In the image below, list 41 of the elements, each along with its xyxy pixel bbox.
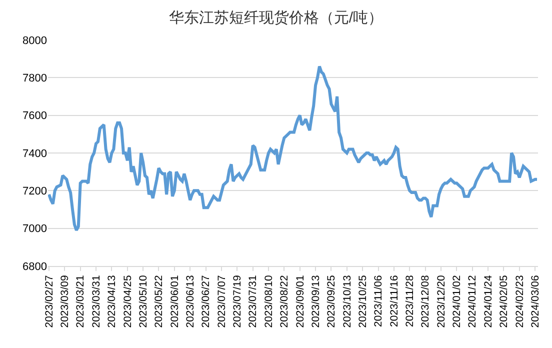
- x-tick-label: 2023/08/10: [262, 275, 275, 328]
- x-tick-label: 2023/10/25: [356, 275, 369, 328]
- y-tick-label: 8000: [22, 34, 47, 47]
- line-series: [48, 64, 538, 232]
- x-tick-label: 2024/01/24: [482, 275, 494, 328]
- y-tick-label: 7200: [22, 186, 47, 198]
- x-tick-label: 2023/09/25: [326, 275, 338, 328]
- x-tick-label: 2023/12/08: [420, 275, 432, 328]
- x-tick-label: 2023/09/01: [294, 275, 306, 328]
- y-tick-label: 6800: [22, 260, 47, 273]
- x-tick-label: 2023/06/13: [184, 275, 197, 328]
- x-tick-label: 2024/02/23: [514, 275, 526, 328]
- x-tick-label: 2023/05/22: [153, 275, 166, 328]
- x-tick-label: 2023/09/13: [310, 275, 322, 328]
- x-tick-label: 2023/03/31: [90, 275, 102, 328]
- x-tick-label: 2023/11/16: [388, 275, 400, 327]
- x-tick-label: 2024/02/05: [498, 275, 510, 328]
- x-tick-label: 2023/12/20: [435, 275, 448, 328]
- x-tick-label: 2023/02/27: [43, 275, 56, 328]
- x-tick-label: 2023/04/13: [106, 275, 118, 328]
- x-tick-label: 2023/05/10: [137, 275, 150, 328]
- x-tick-label: 2023/07/31: [247, 275, 260, 328]
- x-tick-label: 2023/06/01: [168, 275, 181, 328]
- y-tick-label: 7000: [22, 223, 47, 236]
- x-tick-label: 2023/06/27: [200, 275, 212, 328]
- y-tick-label: 7800: [22, 72, 47, 85]
- y-tick-label: 7600: [22, 110, 47, 122]
- x-tick-label: 2023/07/07: [216, 275, 228, 328]
- x-tick-label: 2023/03/09: [59, 275, 72, 328]
- x-tick-label: 2024/01/02: [451, 275, 464, 328]
- y-tick-label: 7400: [22, 148, 47, 160]
- x-tick-label: 2023/08/22: [278, 275, 291, 328]
- x-tick-label: 2023/10/13: [341, 275, 354, 328]
- chart-title: 华东江苏短纤现货价格（元/吨）: [168, 10, 384, 27]
- x-tick-label: 2023/11/28: [404, 275, 416, 327]
- x-tick-label: 2024/01/12: [466, 275, 479, 328]
- x-tick-label: 2023/04/25: [122, 275, 134, 328]
- x-tick-label: 2023/11/06: [372, 275, 385, 327]
- x-tick-label: 2023/03/21: [74, 275, 87, 328]
- x-tick-label: 2024/03/06: [529, 275, 542, 328]
- x-tick-label: 2023/07/19: [232, 275, 244, 328]
